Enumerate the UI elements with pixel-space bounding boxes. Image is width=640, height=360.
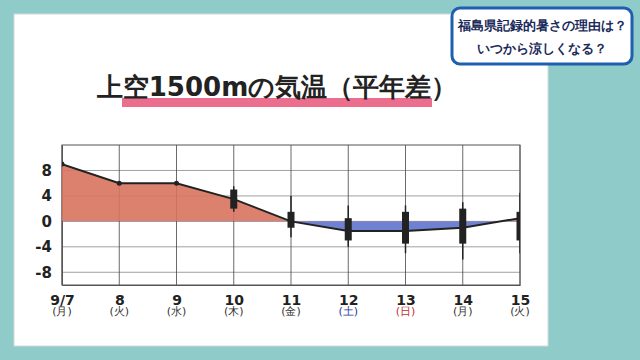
y-tick-label: 8 bbox=[42, 162, 52, 180]
y-tick-label: -8 bbox=[35, 264, 52, 282]
spread-box bbox=[230, 190, 237, 209]
weekday-label: (火) bbox=[109, 305, 129, 318]
weekday-label: (月) bbox=[52, 305, 72, 318]
point bbox=[289, 219, 294, 224]
banner-text: 福島県記録的暑さの理由は？ bbox=[457, 18, 627, 33]
point bbox=[346, 228, 351, 233]
weekday-label: (水) bbox=[167, 305, 187, 318]
spread-box bbox=[459, 209, 466, 244]
title: 上空1500mの気温（平年差） bbox=[96, 72, 457, 102]
point bbox=[117, 181, 122, 186]
weekday-label: (木) bbox=[224, 305, 244, 318]
weekday-label: (日) bbox=[396, 305, 416, 318]
x-axis-line bbox=[63, 285, 521, 286]
point bbox=[403, 228, 408, 233]
y-axis: -8 -4 0 4 8 bbox=[35, 146, 62, 286]
marks bbox=[62, 162, 520, 260]
y-tick: -4 bbox=[35, 238, 62, 256]
grid bbox=[62, 145, 520, 285]
y-tick-label: 0 bbox=[42, 213, 52, 231]
point bbox=[460, 225, 465, 230]
point bbox=[62, 162, 65, 167]
weekday-label: (金) bbox=[281, 305, 301, 318]
y-tick: -8 bbox=[35, 264, 62, 282]
area-positive-group bbox=[62, 164, 520, 221]
spread-box bbox=[402, 212, 409, 244]
area-positive bbox=[62, 164, 520, 221]
y-tick: 8 bbox=[42, 162, 62, 180]
banner-box bbox=[452, 8, 632, 64]
line bbox=[62, 164, 520, 231]
grid-line-vertical bbox=[348, 145, 349, 285]
spread-box bbox=[517, 212, 521, 241]
canvas: 福島県記録的暑さの理由は？ いつから涼しくなる？ 上空1500mの気温（平年差） -8… bbox=[0, 0, 640, 360]
banner-text: いつから涼しくなる？ bbox=[477, 41, 607, 56]
plot-frame bbox=[62, 145, 520, 285]
point bbox=[174, 181, 179, 186]
weekday-label: (火) bbox=[510, 305, 530, 318]
weekday-label: (土) bbox=[338, 305, 358, 318]
banner: 福島県記録的暑さの理由は？ いつから涼しくなる？ bbox=[452, 8, 632, 64]
weekday-label: (月) bbox=[453, 305, 473, 318]
y-tick-label: 4 bbox=[42, 187, 52, 205]
point bbox=[518, 216, 521, 221]
y-tick: 4 bbox=[42, 187, 62, 205]
y-tick-label: -4 bbox=[35, 238, 52, 256]
y-tick: 0 bbox=[42, 213, 62, 231]
point bbox=[231, 197, 236, 202]
spread-box bbox=[345, 218, 352, 240]
